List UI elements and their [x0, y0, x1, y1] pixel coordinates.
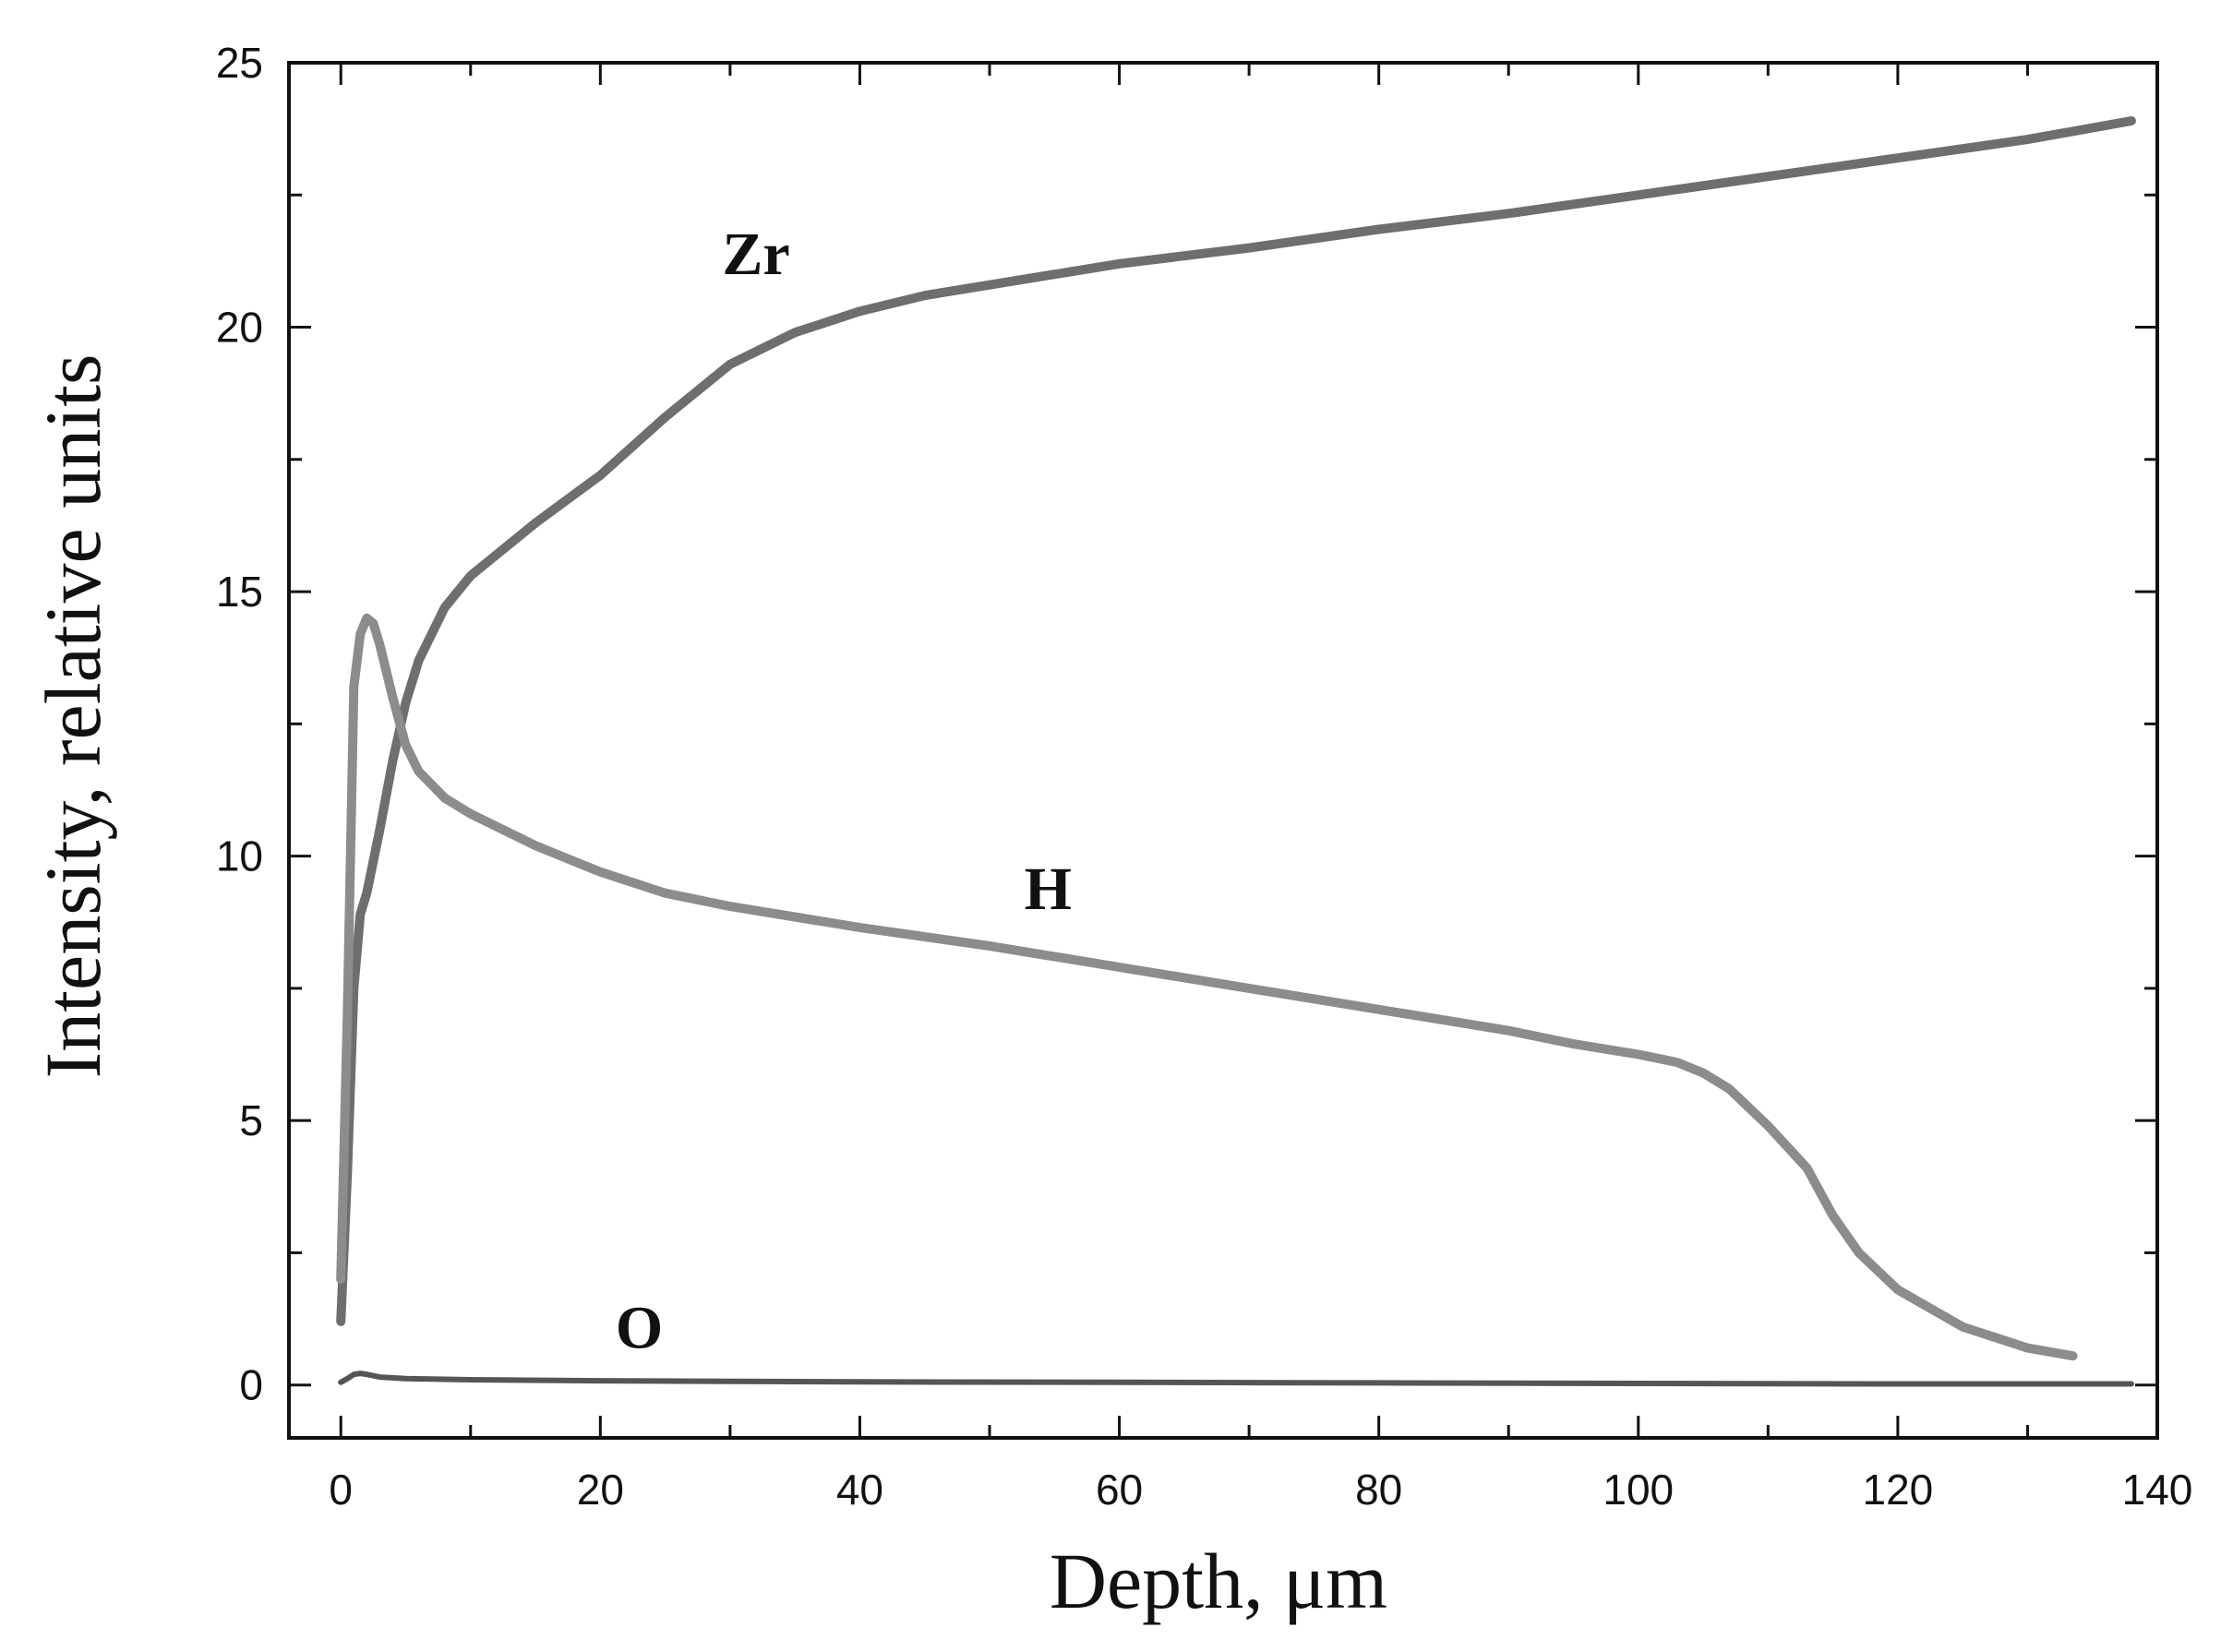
- series-line-h: [336, 613, 2078, 1361]
- axis-ticks: [289, 61, 2159, 1438]
- x-tick-label: 120: [1863, 1466, 1934, 1514]
- series-label-o: O: [616, 1295, 663, 1362]
- y-tick-label: 25: [216, 39, 263, 87]
- x-tick-label: 20: [577, 1466, 624, 1514]
- y-tick-label: 10: [216, 832, 263, 880]
- x-tick-label: 0: [329, 1466, 353, 1514]
- annotation-layer: Zr H O: [616, 221, 1072, 1361]
- series-label-zr: Zr: [722, 221, 789, 288]
- series-line-o: [338, 1371, 2134, 1387]
- plot-border: [287, 61, 2159, 1440]
- x-tick-label: 140: [2122, 1466, 2193, 1514]
- series-label-h: H: [1025, 856, 1072, 923]
- y-tick-label: 15: [216, 568, 263, 616]
- x-tick-label: 100: [1603, 1466, 1674, 1514]
- x-axis-title: Depth, μm: [1050, 1537, 1387, 1625]
- y-tick-label: 5: [239, 1096, 263, 1144]
- y-tick-label: 20: [216, 304, 263, 352]
- plot-frame: [287, 61, 2159, 1440]
- x-tick-label: 80: [1355, 1466, 1402, 1514]
- y-axis-title: Intensity, relative units: [29, 354, 117, 1079]
- y-tick-label: 0: [239, 1361, 263, 1409]
- tick-labels: 0 20 40 60 80 100 120 140 0 5 10 15 20 25: [216, 39, 2193, 1514]
- series-line-zr: [336, 116, 2136, 1326]
- x-tick-label: 40: [836, 1466, 883, 1514]
- series-layer: [336, 116, 2136, 1387]
- x-tick-label: 60: [1096, 1466, 1143, 1514]
